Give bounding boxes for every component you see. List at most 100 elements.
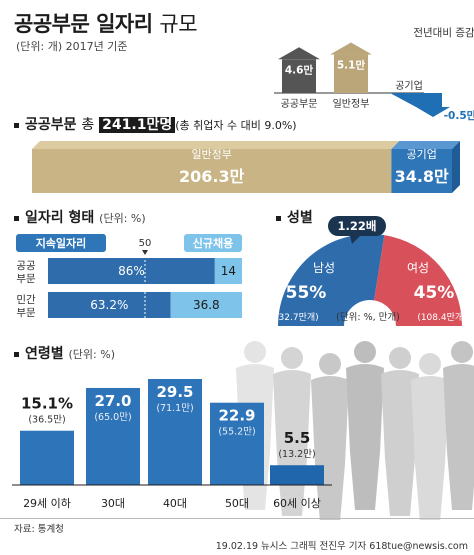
male-count: (132.7만개) (269, 312, 318, 323)
title-unit: (단위: 개) 2017년 기준 (16, 40, 128, 53)
person-head (354, 341, 376, 363)
sector-bar-chart: 일반정부 206.3만 공기업 34.8만 (32, 141, 460, 193)
age-value-label: 5.5 (284, 429, 311, 447)
person-body (381, 370, 419, 516)
employment-row-label: 부문 (16, 307, 36, 319)
age-count-label: (65.0만) (94, 412, 131, 423)
gender-male-slice (278, 234, 385, 326)
female-count: (108.4만개) (417, 312, 466, 323)
person-head (451, 341, 473, 363)
sector-segment-label: 일반정부 (191, 147, 231, 161)
person-head (319, 353, 341, 375)
employment-new-value: 14 (221, 264, 236, 278)
employment-row-label: 민간 (16, 294, 36, 306)
person-head (419, 353, 441, 375)
age-bullet (14, 351, 19, 357)
age-value-label: 22.9 (218, 407, 255, 425)
age-category-label: 30대 (101, 497, 125, 510)
credit-line: 19.02.19 뉴시스 그래픽 전진우 기자 618tue@newsis.co… (215, 541, 468, 552)
yoy-category-label: 일반정부 (333, 98, 370, 110)
age-count-label: (55.2만) (218, 427, 255, 438)
legend-continuing-label: 지속일자리 (36, 236, 87, 250)
legend-new-box (184, 234, 242, 252)
yoy-category-label: 공기업 (395, 79, 423, 92)
age-category-label: 50대 (225, 497, 249, 510)
yoy-title: 전년대비 증감 (413, 27, 474, 39)
yoy-arrow-head (330, 42, 372, 55)
source-note: 자료: 통계청 (14, 524, 64, 535)
age-bar (86, 387, 140, 485)
age-chart: 15.1% (36.5만) 29세 이하 27.0 (65.0만) 30대 29.5 (71.… (12, 341, 474, 520)
age-category-label: 40대 (163, 497, 187, 510)
yoy-value-label: 5.1만 (337, 59, 366, 72)
sector-marks: 일반정부 206.3만 공기업 34.8만 (32, 141, 460, 193)
person-body (443, 364, 474, 510)
ratio-value: 1.22배 (338, 219, 377, 233)
midline-label: 50 (139, 238, 152, 249)
page-title: 공공부문 일자리 규모 (14, 8, 198, 38)
yoy-arrow-head (278, 47, 320, 60)
age-category-label: 60세 이상 (273, 497, 321, 510)
age-count-label: (36.5만) (28, 415, 65, 426)
sector-bar-side (452, 141, 460, 193)
person-head (244, 341, 266, 363)
person-head (389, 347, 411, 369)
age-marks: 15.1% (36.5만) 29세 이하 27.0 (65.0만) 30대 29.5 (71.… (12, 378, 332, 510)
sector-bar-top (391, 141, 460, 149)
person-head (281, 347, 303, 369)
employment-continuing-bar (48, 292, 171, 318)
title-main: 공공부문 일자리 (14, 12, 153, 36)
sector-label: 공공부문 (25, 117, 77, 133)
employment-new-bar (170, 292, 242, 318)
footer-divider (0, 518, 474, 519)
employment-continuing-bar (48, 258, 215, 284)
employment-bullet (14, 215, 19, 221)
employment-new-bar (214, 258, 242, 284)
age-count-label: (13.2만) (278, 449, 315, 460)
gender-header: 성별 (276, 207, 313, 227)
employment-new-value: 36.8 (193, 298, 220, 312)
age-value-label: 27.0 (94, 392, 131, 410)
age-unit: (단위: %) (68, 348, 115, 361)
age-header: 연령별 (단위: %) (14, 343, 115, 363)
person-body (411, 376, 449, 520)
gender-female-slice (374, 235, 462, 326)
sector-total: 241.1만명 (99, 117, 176, 133)
female-label: 여성 (407, 261, 429, 275)
sector-bar-top (32, 141, 400, 149)
people-silhouettes (236, 341, 474, 520)
gender-unit: (단위: %, 만개) (336, 311, 400, 323)
employment-row-label: 부문 (16, 273, 36, 285)
person-body (346, 364, 384, 510)
yoy-value-label: 4.6만 (285, 63, 314, 76)
sector-header: 공공부문 총 241.1만명 (총 취업자 수 대비 9.0%) (14, 114, 297, 134)
sector-total-prefix: 총 (81, 117, 95, 133)
sector-segment-value: 34.8만 (395, 167, 449, 186)
sector-bullet (14, 122, 19, 128)
age-value-label: 15.1% (21, 395, 73, 413)
employment-row-label: 공공 (16, 260, 36, 272)
gender-bullet (276, 215, 281, 221)
legend-new-label: 신규채용 (193, 236, 233, 250)
sector-segment-value: 206.3만 (179, 167, 245, 186)
sector-segment-label: 공기업 (407, 148, 437, 161)
employment-title: 일자리 형태 (25, 210, 95, 226)
age-bar (148, 378, 202, 485)
sector-bar-segment (391, 149, 452, 193)
ratio-badge-tail (350, 236, 360, 244)
age-category-label: 29세 이하 (23, 496, 71, 510)
age-bar (210, 402, 264, 485)
midline-marker (142, 250, 148, 255)
employment-continuing-value: 63.2% (90, 298, 128, 312)
age-value-label: 29.5 (156, 383, 193, 401)
male-label: 남성 (313, 261, 335, 275)
yoy-value-label: -0.5만 (444, 109, 474, 122)
age-bar (20, 430, 74, 485)
